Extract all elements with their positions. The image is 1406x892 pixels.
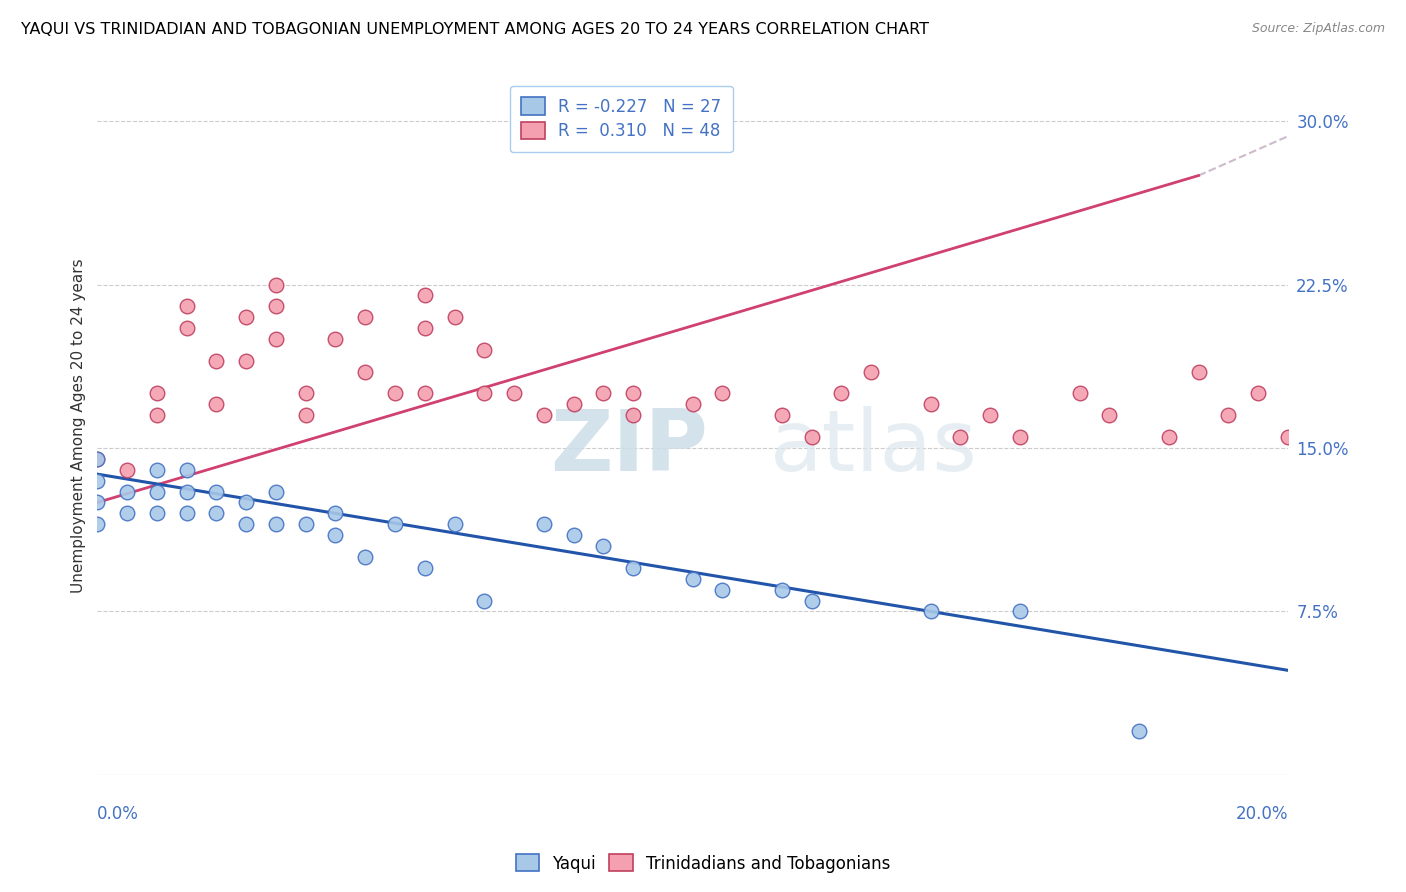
Point: [264, 299, 287, 313]
Point: [146, 409, 169, 423]
Point: [860, 365, 883, 379]
Point: [205, 397, 228, 411]
Point: [1247, 386, 1270, 401]
Point: [711, 386, 734, 401]
Point: [86, 517, 108, 532]
Point: [205, 484, 228, 499]
Point: [1098, 409, 1121, 423]
Point: [413, 386, 436, 401]
Point: [592, 386, 614, 401]
Point: [264, 332, 287, 346]
Point: [264, 517, 287, 532]
Point: [264, 277, 287, 292]
Point: [413, 288, 436, 302]
Point: [235, 517, 257, 532]
Point: [205, 353, 228, 368]
Point: [86, 474, 108, 488]
Point: [1218, 409, 1240, 423]
Point: [770, 582, 793, 597]
Point: [325, 507, 347, 521]
Point: [325, 332, 347, 346]
Point: [682, 572, 704, 586]
Point: [472, 593, 495, 607]
Point: [384, 517, 406, 532]
Point: [146, 386, 169, 401]
Legend: Yaqui, Trinidadians and Tobagonians: Yaqui, Trinidadians and Tobagonians: [509, 847, 897, 880]
Point: [1187, 365, 1209, 379]
Point: [1277, 430, 1299, 444]
Point: [86, 451, 108, 466]
Point: [800, 430, 823, 444]
Point: [682, 397, 704, 411]
Point: [235, 495, 257, 509]
Point: [592, 539, 614, 553]
Point: [176, 463, 198, 477]
Point: [621, 409, 644, 423]
Point: [979, 409, 1001, 423]
Point: [800, 593, 823, 607]
Point: [176, 299, 198, 313]
Point: [621, 561, 644, 575]
Point: [711, 582, 734, 597]
Point: [1128, 724, 1150, 739]
Point: [146, 463, 169, 477]
Point: [264, 484, 287, 499]
Point: [533, 125, 555, 139]
Point: [294, 517, 316, 532]
Point: [533, 517, 555, 532]
Point: [384, 386, 406, 401]
Point: [176, 321, 198, 335]
Point: [503, 386, 526, 401]
Point: [621, 386, 644, 401]
Text: YAQUI VS TRINIDADIAN AND TOBAGONIAN UNEMPLOYMENT AMONG AGES 20 TO 24 YEARS CORRE: YAQUI VS TRINIDADIAN AND TOBAGONIAN UNEM…: [21, 22, 929, 37]
Point: [115, 463, 138, 477]
Point: [176, 484, 198, 499]
Text: ZIP: ZIP: [550, 406, 707, 489]
Legend: R = -0.227   N = 27, R =  0.310   N = 48: R = -0.227 N = 27, R = 0.310 N = 48: [509, 86, 733, 153]
Point: [770, 409, 793, 423]
Point: [146, 484, 169, 499]
Point: [413, 321, 436, 335]
Point: [176, 507, 198, 521]
Point: [1069, 386, 1091, 401]
Point: [235, 353, 257, 368]
Point: [325, 528, 347, 542]
Point: [115, 484, 138, 499]
Point: [205, 507, 228, 521]
Point: [949, 430, 972, 444]
Point: [354, 549, 377, 564]
Point: [920, 604, 942, 618]
Point: [354, 310, 377, 325]
Point: [146, 507, 169, 521]
Point: [86, 495, 108, 509]
Point: [920, 397, 942, 411]
Point: [830, 386, 852, 401]
Point: [443, 310, 465, 325]
Text: Source: ZipAtlas.com: Source: ZipAtlas.com: [1251, 22, 1385, 36]
Point: [115, 507, 138, 521]
Point: [86, 451, 108, 466]
Point: [354, 365, 377, 379]
Point: [294, 409, 316, 423]
Point: [443, 517, 465, 532]
Point: [1008, 604, 1031, 618]
Point: [235, 310, 257, 325]
Point: [294, 386, 316, 401]
Point: [562, 528, 585, 542]
Point: [472, 343, 495, 357]
Text: 0.0%: 0.0%: [97, 805, 139, 823]
Text: 20.0%: 20.0%: [1236, 805, 1288, 823]
Y-axis label: Unemployment Among Ages 20 to 24 years: Unemployment Among Ages 20 to 24 years: [72, 259, 86, 593]
Point: [1008, 430, 1031, 444]
Point: [413, 561, 436, 575]
Text: atlas: atlas: [770, 406, 979, 489]
Point: [472, 386, 495, 401]
Point: [1157, 430, 1180, 444]
Point: [533, 409, 555, 423]
Point: [562, 397, 585, 411]
